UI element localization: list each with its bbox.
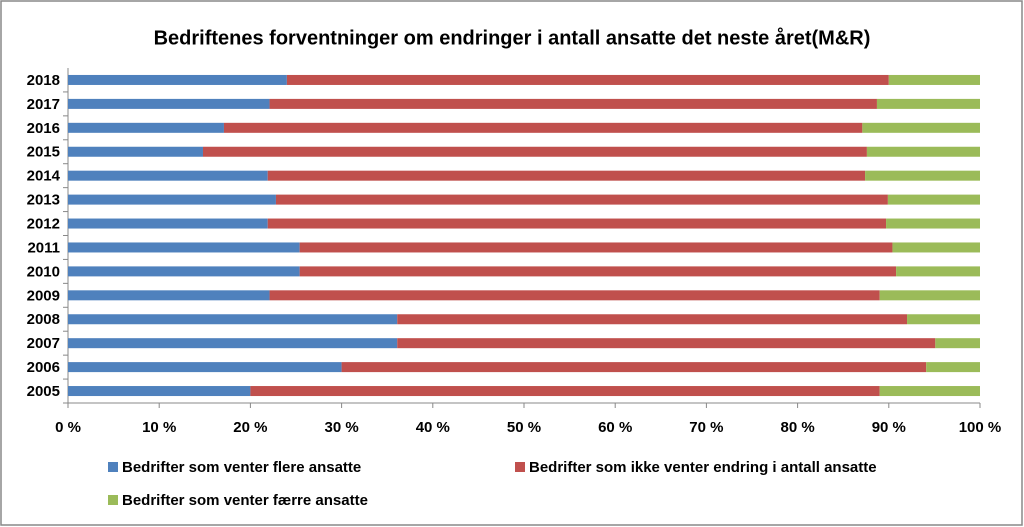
bar-segment	[397, 338, 936, 349]
bar-segment	[68, 218, 268, 229]
bar-segment	[865, 170, 980, 181]
bar-segment	[68, 338, 398, 349]
x-tick-label: 70 %	[689, 419, 723, 436]
legend-label: Bedrifter som ikke venter endring i anta…	[529, 459, 877, 476]
bar-segment	[68, 122, 224, 133]
bar-segment	[862, 122, 980, 133]
bar-segment	[286, 74, 889, 85]
x-tick-label: 0 %	[55, 419, 81, 436]
bar-segment	[879, 386, 980, 397]
bar-segment	[935, 338, 980, 349]
x-tick-label: 60 %	[598, 419, 632, 436]
bar-segment	[202, 146, 867, 157]
bar-segment	[341, 362, 927, 373]
y-tick-label: 2014	[27, 168, 61, 185]
legend-swatch	[108, 495, 118, 505]
bar-segment	[68, 362, 342, 373]
y-tick-label: 2010	[27, 263, 60, 280]
legend-label: Bedrifter som venter flere ansatte	[122, 459, 361, 476]
legend-swatch	[108, 462, 118, 472]
bar-segment	[223, 122, 863, 133]
y-tick-label: 2006	[27, 359, 60, 376]
bar-segment	[876, 98, 980, 109]
bar-segment	[397, 314, 908, 325]
bar-segment	[68, 98, 270, 109]
y-tick-label: 2009	[27, 287, 60, 304]
bar-segment	[68, 74, 287, 85]
y-tick-label: 2017	[27, 96, 60, 113]
y-tick-label: 2015	[27, 144, 60, 161]
y-tick-label: 2012	[27, 216, 60, 233]
bar-segment	[68, 290, 270, 301]
bar-segment	[68, 146, 203, 157]
chart-title: Bedriftenes forventninger om endringer i…	[154, 26, 871, 49]
x-tick-label: 40 %	[416, 419, 450, 436]
x-tick-label: 100 %	[959, 419, 1002, 436]
bar-segment	[68, 170, 268, 181]
bar-segment	[926, 362, 980, 373]
bar-segment	[866, 146, 980, 157]
x-tick-label: 80 %	[780, 419, 814, 436]
bar-segment	[887, 194, 980, 205]
y-tick-label: 2005	[27, 383, 60, 400]
bar-segment	[892, 242, 980, 253]
y-tick-label: 2013	[27, 192, 60, 209]
bar-segment	[267, 218, 887, 229]
x-tick-label: 10 %	[142, 419, 176, 436]
bar-segment	[896, 266, 980, 277]
bar-segment	[68, 314, 398, 325]
x-tick-label: 20 %	[233, 419, 267, 436]
y-tick-label: 2011	[27, 239, 60, 256]
bar-segment	[68, 266, 300, 277]
bar-segment	[879, 290, 980, 301]
bar-segment	[886, 218, 980, 229]
y-tick-label: 2018	[27, 72, 60, 89]
x-tick-label: 90 %	[872, 419, 906, 436]
bar-segment	[68, 194, 276, 205]
bar-segment	[68, 386, 251, 397]
bar-segment	[68, 242, 300, 253]
bar-segment	[269, 98, 877, 109]
y-tick-label: 2016	[27, 120, 60, 137]
legend-label: Bedrifter som venter færre ansatte	[122, 492, 368, 509]
bar-segment	[907, 314, 980, 325]
bar-segment	[269, 290, 880, 301]
bar-segment	[275, 194, 888, 205]
bar-segment	[250, 386, 880, 397]
bar-segment	[299, 266, 897, 277]
legend-swatch	[515, 462, 525, 472]
bar-segment	[299, 242, 893, 253]
y-tick-label: 2007	[27, 335, 60, 352]
bar-segment	[888, 74, 980, 85]
x-tick-label: 30 %	[324, 419, 358, 436]
y-tick-label: 2008	[27, 311, 60, 328]
x-tick-label: 50 %	[507, 419, 541, 436]
bar-segment	[267, 170, 866, 181]
